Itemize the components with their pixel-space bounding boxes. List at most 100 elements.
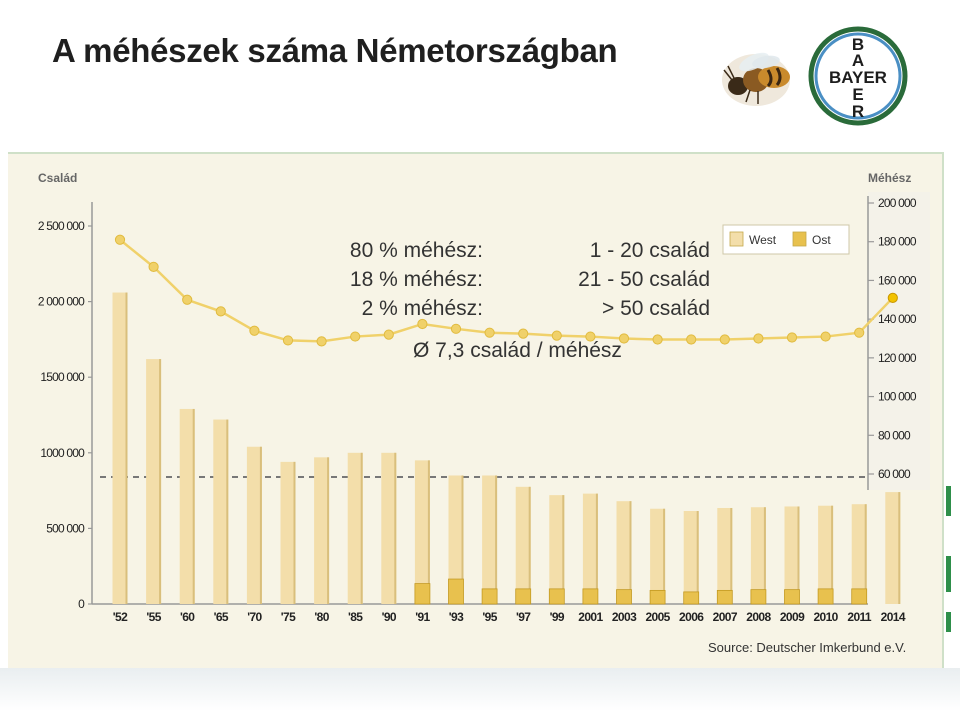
x-tick-label: '97	[516, 610, 531, 624]
beekeeper-point	[551, 330, 562, 341]
right-tick-label: 80 000	[878, 428, 911, 442]
beekeeper-point	[350, 331, 361, 342]
bar-west-shade	[159, 359, 162, 604]
bar-west-shade	[427, 460, 430, 604]
bar-west	[482, 475, 498, 604]
bar-west	[851, 504, 867, 604]
bar-west	[381, 452, 397, 604]
bar-west-shade	[192, 408, 195, 604]
bar-west-shade	[629, 501, 632, 604]
right-tick-label: 140 000	[878, 312, 917, 326]
x-tick-label: '90	[382, 610, 397, 624]
beekeeper-point	[786, 332, 798, 343]
beekeeper-point	[854, 327, 865, 338]
left-tick-label: 0	[78, 597, 85, 611]
bar-west	[515, 486, 531, 604]
source-note: Source: Deutscher Imkerbund e.V.	[708, 640, 907, 655]
beekeeper-point	[887, 292, 898, 303]
beekeeper-point	[450, 323, 462, 334]
x-tick-label: '75	[281, 610, 296, 624]
beekeeper-point	[719, 334, 730, 345]
bar-west-shade	[730, 507, 733, 604]
bar-west-shade	[797, 506, 800, 604]
bar-west	[314, 457, 330, 604]
bar-west-shade	[327, 457, 330, 604]
share-label-1: 80 % méhész:	[349, 239, 483, 262]
beekeeper-point	[148, 261, 159, 272]
beekeeper-point	[753, 333, 764, 344]
decorative-green-bar	[946, 486, 951, 516]
bar-west	[549, 495, 565, 604]
bar-west-shade	[226, 419, 229, 604]
bar-west-shade	[125, 292, 128, 604]
x-tick-label: '65	[214, 610, 229, 624]
bar-west-shade	[595, 493, 598, 604]
bar-west-shade	[293, 461, 296, 604]
beekeeper-point	[820, 331, 831, 342]
page-title: A méhészek száma Németországban	[52, 32, 618, 69]
beekeeper-point	[316, 336, 327, 347]
right-tick-label: 100 000	[878, 390, 917, 404]
legend-swatch	[729, 231, 744, 247]
beekeeper-point	[518, 328, 529, 339]
right-axis-title: Méhész	[868, 171, 912, 185]
legend-label: Ost	[812, 233, 831, 247]
x-tick-label: '99	[550, 610, 565, 624]
right-axis-panel	[868, 192, 930, 490]
bar-ost	[515, 588, 532, 605]
bar-west-shade	[864, 504, 867, 604]
x-tick-label: '85	[348, 610, 363, 624]
bar-west	[448, 475, 464, 604]
beekeeper-point	[215, 306, 226, 317]
logo-letter-e: E	[852, 85, 863, 104]
x-tick-label: 2011	[847, 610, 872, 624]
beekeeper-point	[114, 234, 126, 245]
x-tick-label: '80	[314, 610, 329, 624]
average-colonies-label: Ø 7,3 család / méhész	[413, 339, 622, 362]
bar-west	[750, 507, 766, 604]
bar-west-shade	[528, 486, 531, 604]
colony-range-2: 21 - 50 család	[578, 268, 710, 291]
x-tick-label: 2006	[679, 610, 704, 624]
bar-ost	[683, 591, 700, 605]
bar-ost	[649, 589, 666, 605]
right-tick-label: 60 000	[878, 467, 911, 481]
footer-stripe	[0, 668, 960, 711]
bar-west-shade	[259, 446, 262, 604]
left-tick-label: 2 500 000	[38, 219, 85, 233]
beekeeper-point	[249, 325, 260, 336]
bar-west-shade	[360, 452, 363, 604]
bar-ost	[616, 589, 632, 605]
x-tick-label: '60	[180, 610, 195, 624]
bar-west	[246, 446, 262, 604]
bar-west	[582, 493, 598, 604]
x-tick-label: '93	[449, 610, 464, 624]
bar-west	[146, 359, 162, 604]
beekeeper-line	[119, 238, 894, 343]
x-tick-label: 2003	[612, 610, 637, 624]
decorative-green-bar	[946, 556, 951, 592]
logo-word: BAYER	[829, 68, 887, 87]
beekeeper-point	[686, 334, 697, 345]
bar-west	[717, 507, 733, 604]
bar-ost	[582, 588, 599, 605]
bar-ost	[851, 588, 868, 605]
bar-west-shade	[461, 475, 464, 604]
x-tick-label: 2001	[578, 610, 603, 624]
beekeeper-point	[652, 334, 663, 345]
bar-west-shade	[696, 511, 699, 604]
bar-west	[818, 505, 834, 604]
beekeeper-point	[417, 318, 428, 330]
right-tick-label: 180 000	[878, 235, 917, 249]
bar-west-shade	[394, 452, 397, 604]
colony-range-3: > 50 család	[602, 297, 710, 320]
x-tick-label: 2010	[813, 610, 838, 624]
beekeeper-point	[484, 327, 495, 338]
bar-west	[112, 292, 128, 604]
bar-west-shade	[831, 505, 834, 604]
colony-range-1: 1 - 20 család	[589, 239, 710, 262]
bar-ost	[448, 578, 464, 605]
x-tick-label: '95	[482, 610, 497, 624]
bar-ost	[716, 589, 733, 605]
